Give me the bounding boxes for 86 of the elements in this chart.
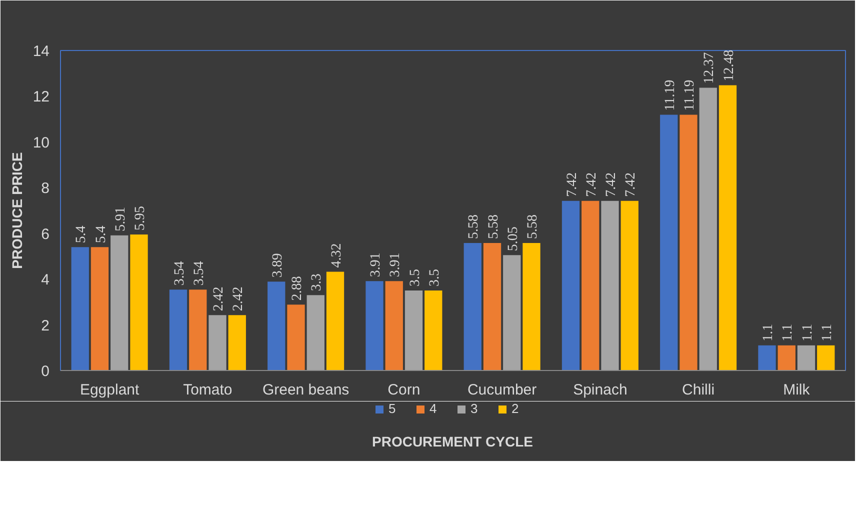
bar: [699, 88, 717, 370]
x-tick-label: Green beans: [262, 382, 350, 398]
x-tick-label: Spinach: [573, 382, 628, 398]
bar: [424, 290, 442, 370]
bar: [268, 282, 286, 370]
x-tick-label: Milk: [783, 382, 810, 398]
y-tick-label: 0: [41, 363, 50, 380]
bar: [758, 345, 776, 370]
bar: [797, 345, 816, 370]
y-tick-label: 8: [41, 180, 50, 198]
bar: [601, 200, 619, 370]
data-label: 1.1: [820, 324, 835, 342]
bar: [503, 255, 521, 370]
bar: [660, 114, 678, 370]
data-label: 7.42: [564, 172, 580, 197]
data-label: 2.88: [290, 276, 305, 301]
bar: [208, 315, 226, 370]
legend-label: 2: [512, 401, 520, 416]
data-label: 3.91: [388, 252, 404, 278]
data-label: 11.19: [682, 80, 698, 111]
data-label: 2.42: [231, 286, 246, 312]
data-label: 5.95: [133, 206, 148, 230]
data-label: 1.1: [761, 324, 776, 342]
y-tick-label: 2: [41, 317, 50, 334]
x-axis-title: PROCUREMENT CYCLE: [372, 434, 534, 450]
data-label: 5.58: [466, 214, 482, 239]
bar: [326, 272, 344, 370]
legend-label: 4: [430, 401, 438, 416]
data-label: 3.3: [310, 274, 325, 292]
data-label: 2.42: [212, 286, 226, 312]
data-label: 7.42: [624, 172, 639, 197]
x-tick-label: Corn: [388, 382, 420, 398]
bar: [778, 345, 796, 370]
data-label: 5.4: [94, 226, 109, 244]
bar: [464, 242, 482, 370]
data-label: 3.91: [368, 252, 384, 278]
data-label: 5.4: [74, 226, 90, 244]
data-label: 4.32: [329, 243, 344, 268]
data-label: 3.54: [192, 261, 207, 286]
data-label: 3.89: [270, 253, 286, 278]
x-tick-label: Tomato: [183, 382, 232, 398]
data-label: 7.42: [584, 172, 600, 197]
data-label: 1.1: [800, 324, 816, 342]
data-label: 12.37: [702, 52, 718, 84]
legend-label: 5: [388, 401, 397, 416]
data-label: 3.5: [408, 269, 423, 286]
bar: [817, 345, 835, 370]
x-tick-label: Chilli: [682, 382, 715, 398]
bar: [71, 247, 89, 370]
x-tick-label: Eggplant: [80, 382, 140, 398]
bar: [620, 200, 638, 370]
data-label: 3.5: [427, 269, 442, 286]
data-label: 5.58: [486, 214, 502, 239]
bar: [562, 200, 580, 370]
bar: [582, 200, 600, 370]
data-label: 5.05: [506, 226, 521, 252]
bar: [90, 247, 109, 370]
bar: [522, 242, 540, 370]
x-tick-label: Cucumber: [467, 382, 537, 398]
y-tick-label: 10: [32, 134, 50, 152]
y-tick-label: 4: [41, 272, 50, 289]
data-label: 12.48: [722, 50, 737, 82]
bar: [404, 290, 423, 370]
data-label: 1.1: [780, 324, 796, 342]
y-tick-label: 12: [32, 88, 50, 106]
bar: [385, 281, 403, 370]
bar: [189, 290, 207, 370]
data-label: 5.58: [526, 214, 540, 239]
bar: [287, 304, 305, 370]
bar: [130, 234, 148, 370]
bar: [366, 281, 384, 370]
y-axis-title: PRODUCE PRICE: [8, 152, 25, 269]
y-tick-label: 14: [32, 43, 50, 60]
bar: [306, 295, 324, 370]
bar: [680, 114, 698, 370]
legend-label: 3: [470, 401, 479, 416]
data-label: 7.42: [604, 172, 619, 197]
data-label: 11.19: [662, 80, 678, 111]
bar: [483, 242, 502, 370]
bar: [110, 235, 128, 370]
y-tick-label: 6: [41, 226, 50, 243]
bar: [718, 85, 737, 370]
bar: [228, 315, 246, 370]
bar: [169, 290, 188, 370]
data-label: 3.54: [172, 261, 188, 286]
data-label: 5.91: [113, 206, 128, 232]
